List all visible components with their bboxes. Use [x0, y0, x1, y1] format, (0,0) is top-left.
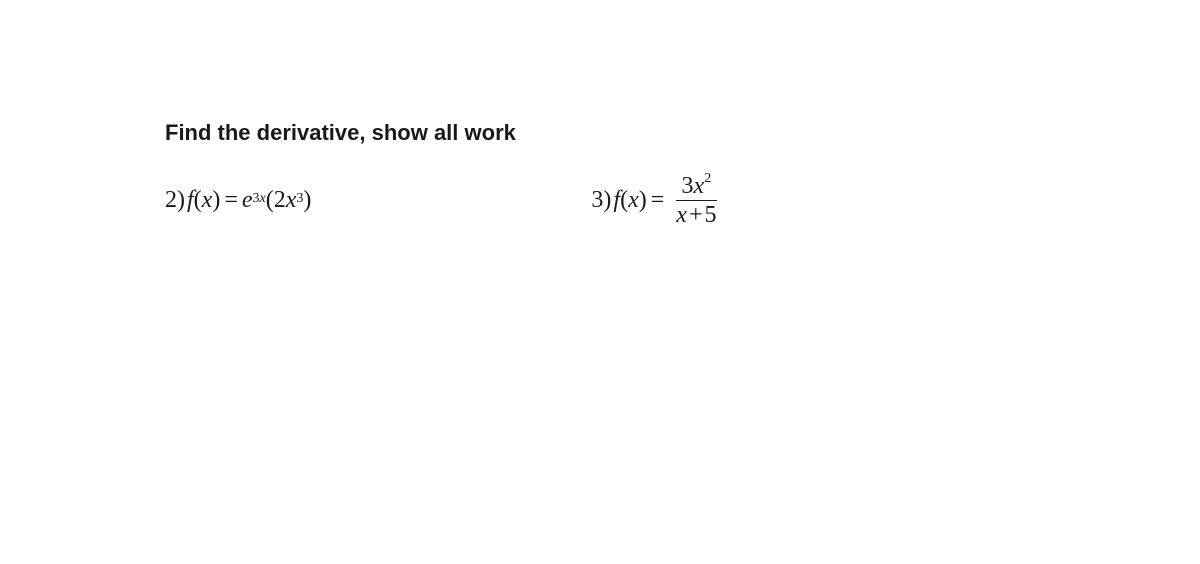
e-base: e — [242, 187, 253, 214]
problem-2-number: 2) — [165, 187, 185, 214]
num-var: x — [694, 173, 705, 199]
problems-row: 2) f(x) = e3x (2x3) 3) f(x) = 3x2 x+5 — [165, 174, 1040, 227]
e-exp-var: x — [260, 191, 266, 207]
fraction-numerator: 3x2 — [676, 174, 718, 201]
equals-sign: = — [651, 187, 665, 214]
outer-paren-open: ( — [266, 187, 274, 214]
problem-3: 3) f(x) = 3x2 x+5 — [591, 174, 720, 227]
instruction-heading: Find the derivative, show all work — [165, 120, 1040, 146]
inner-coeff: 2 — [274, 187, 286, 214]
paren-open: ( — [620, 187, 628, 214]
func-f: f — [187, 187, 194, 214]
num-coeff: 3 — [682, 173, 694, 199]
var-x: x — [628, 187, 639, 214]
den-plus: + — [689, 202, 703, 228]
problem-3-number: 3) — [591, 187, 611, 214]
problem-2-expression: f(x) = e3x (2x3) — [187, 187, 311, 214]
den-const: 5 — [704, 202, 716, 228]
func-f: f — [613, 187, 620, 214]
inner-var: x — [286, 187, 297, 214]
inner-exp: 3 — [296, 191, 303, 207]
paren-close: ) — [639, 187, 647, 214]
equals-sign: = — [224, 187, 238, 214]
problem-3-expression: f(x) = 3x2 x+5 — [613, 174, 720, 227]
outer-paren-close: ) — [303, 187, 311, 214]
den-var: x — [676, 202, 687, 228]
var-x: x — [202, 187, 213, 214]
num-exp: 2 — [704, 171, 711, 186]
problem-2: 2) f(x) = e3x (2x3) — [165, 174, 311, 227]
fraction-denominator: x+5 — [672, 201, 720, 227]
worksheet-page: Find the derivative, show all work 2) f(… — [0, 0, 1200, 227]
fraction: 3x2 x+5 — [672, 174, 720, 227]
paren-close: ) — [212, 187, 220, 214]
e-exp-coeff: 3 — [253, 191, 260, 207]
paren-open: ( — [194, 187, 202, 214]
